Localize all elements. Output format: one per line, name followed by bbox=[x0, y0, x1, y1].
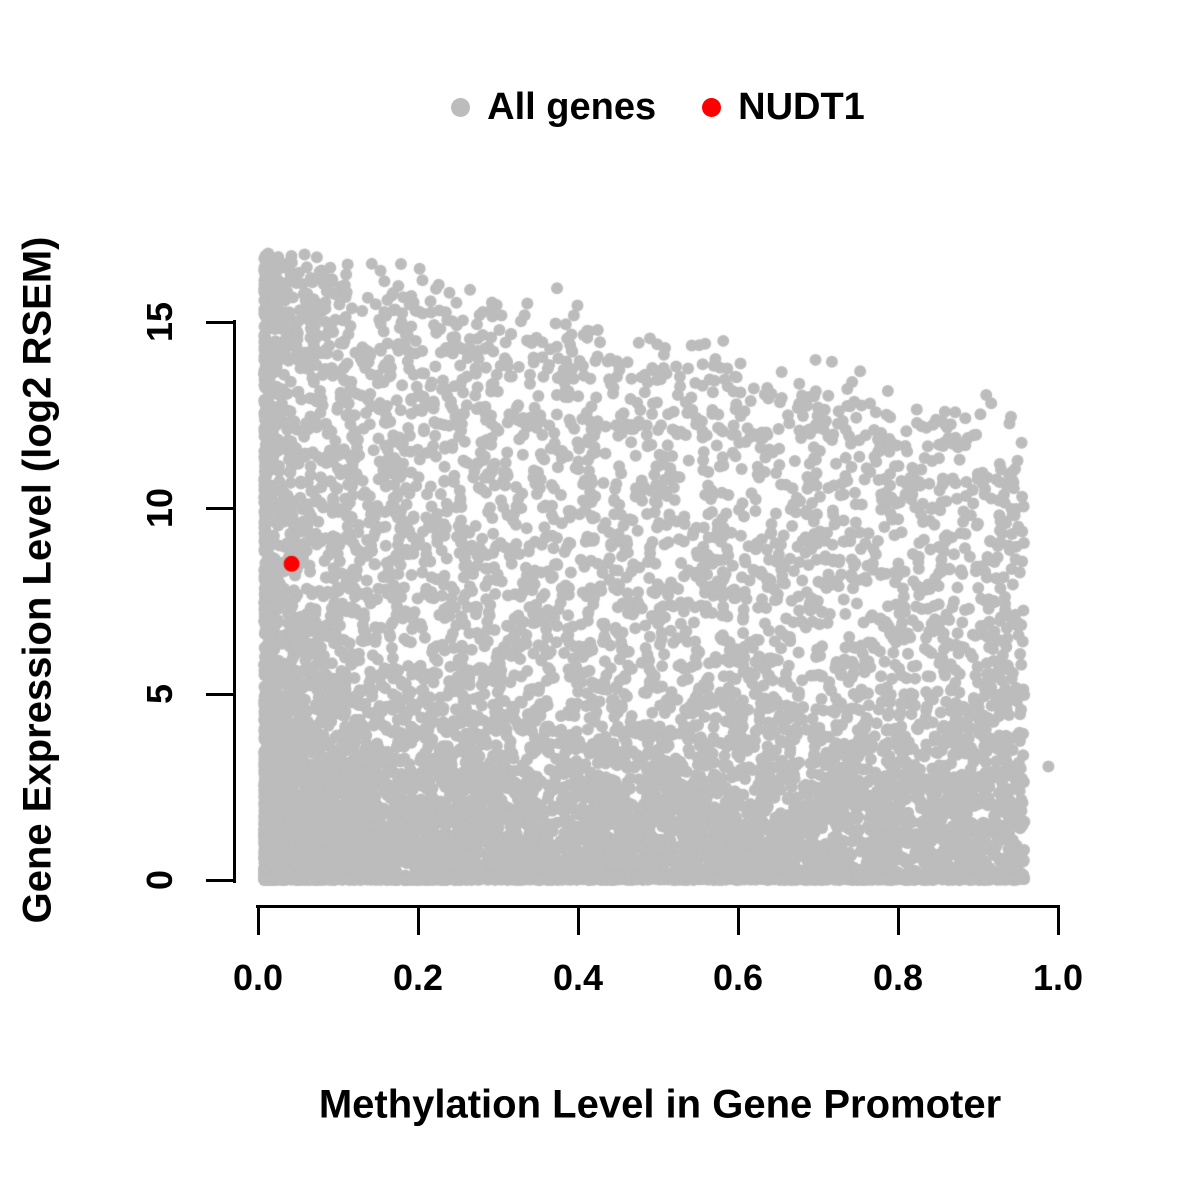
x-tick-mark bbox=[576, 907, 580, 935]
y-tick-label: 5 bbox=[139, 683, 180, 705]
x-tick-label: 1.0 bbox=[1032, 957, 1084, 998]
legend-label-all-genes: All genes bbox=[487, 86, 657, 128]
all-genes-dot-icon bbox=[451, 98, 471, 117]
x-tick-label: 0.6 bbox=[712, 957, 764, 998]
y-tick-mark bbox=[206, 878, 234, 882]
x-tick-mark bbox=[256, 907, 260, 935]
y-tick-label: 10 bbox=[139, 487, 180, 529]
y-tick-mark bbox=[206, 506, 234, 510]
legend-label-nudt1: NUDT1 bbox=[738, 86, 865, 128]
x-tick-label: 0.0 bbox=[232, 957, 284, 998]
x-tick-mark bbox=[1056, 907, 1060, 935]
legend-item-all-genes: All genes bbox=[451, 86, 656, 129]
y-axis-line bbox=[233, 320, 236, 883]
x-tick-label: 0.2 bbox=[392, 957, 444, 998]
x-axis-title: Methylation Level in Gene Promoter bbox=[318, 1082, 1002, 1127]
legend: All genes NUDT1 bbox=[258, 86, 1058, 129]
x-axis-line bbox=[256, 905, 1060, 908]
nudt1-dot-icon bbox=[702, 98, 722, 117]
legend-item-nudt1: NUDT1 bbox=[702, 86, 865, 129]
y-tick-mark bbox=[206, 320, 234, 324]
x-tick-mark bbox=[736, 907, 740, 935]
y-tick-mark bbox=[206, 692, 234, 696]
y-tick-label: 15 bbox=[139, 301, 180, 343]
y-axis-title: Gene Expression Level (log2 RSEM) bbox=[15, 236, 60, 924]
x-tick-label: 0.4 bbox=[552, 957, 604, 998]
x-tick-mark bbox=[896, 907, 900, 935]
x-tick-label: 0.8 bbox=[872, 957, 924, 998]
y-tick-label: 0 bbox=[139, 869, 180, 891]
x-tick-mark bbox=[416, 907, 420, 935]
